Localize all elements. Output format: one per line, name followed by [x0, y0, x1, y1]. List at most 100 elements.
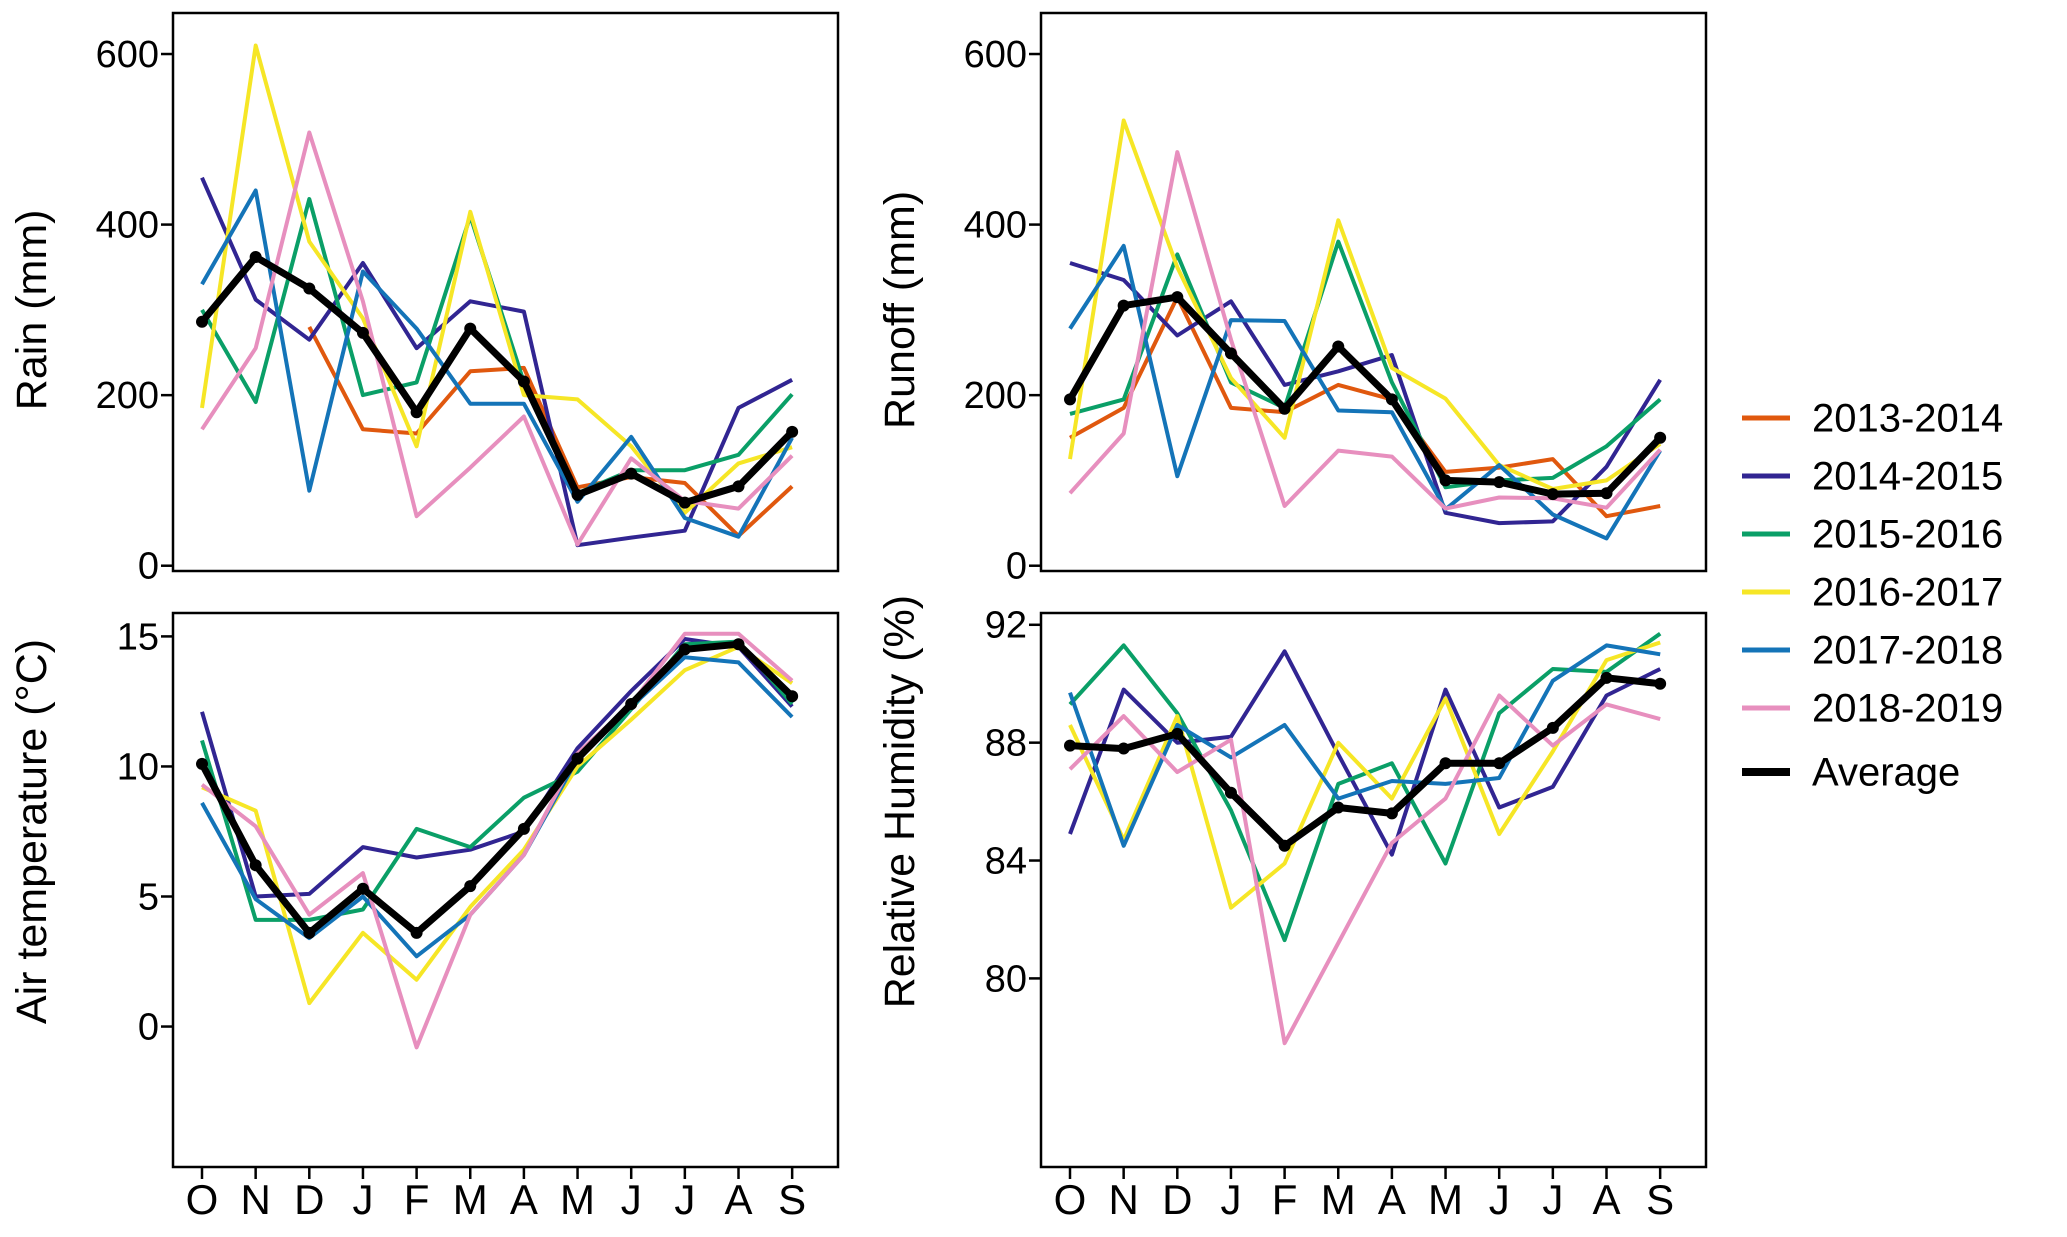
air-temperature-average-marker — [786, 690, 799, 703]
runoff-ylabel: Runoff (mm) — [876, 191, 924, 429]
relative-humidity-xtick-label-6: A — [1378, 1176, 1406, 1223]
air-temperature-average-marker — [678, 643, 691, 656]
rain-average-marker — [464, 322, 477, 335]
runoff-panel-border — [1039, 11, 1708, 573]
air-temperature-xtick-label-10: A — [724, 1176, 752, 1223]
rain-average-marker — [678, 496, 691, 509]
air-temperature-ytick-label-0: 0 — [138, 1006, 159, 1048]
runoff-ytick-label-600: 600 — [964, 34, 1027, 76]
rain-average-marker — [249, 250, 262, 263]
rain-average-marker — [625, 467, 638, 480]
air-temperature-ytick-label-5: 5 — [138, 876, 159, 918]
air-temperature-average-marker — [410, 926, 423, 939]
rain-ylabel: Rain (mm) — [8, 210, 56, 411]
relative-humidity-xtick-label-2: D — [1162, 1176, 1192, 1223]
air-temperature-average-marker — [517, 822, 530, 835]
relative-humidity-average-marker — [1493, 757, 1506, 770]
relative-humidity-average-marker — [1439, 757, 1452, 770]
air-temperature-xtick-label-1: N — [240, 1176, 270, 1223]
legend-label-2016-2017: 2016-2017 — [1812, 571, 2003, 615]
runoff-average-marker — [1493, 476, 1506, 489]
runoff-average-marker — [1332, 340, 1345, 353]
runoff-series-average — [1066, 293, 1663, 498]
runoff-average-marker — [1385, 393, 1398, 406]
air-temperature-xtick-label-9: J — [674, 1176, 695, 1223]
air-temperature-average-marker — [303, 926, 316, 939]
air-temperature-average-marker — [196, 757, 208, 770]
rain-average-marker — [517, 375, 530, 388]
relative-humidity-ylabel: Relative Humidity (%) — [876, 595, 924, 1008]
air-temperature-xtick-label-2: D — [294, 1176, 324, 1223]
relative-humidity-xtick-label-5: M — [1321, 1176, 1356, 1223]
runoff-average-marker — [1224, 347, 1237, 360]
legend-label-2017-2018: 2017-2018 — [1812, 629, 2003, 673]
rain-series-average — [199, 253, 795, 507]
relative-humidity-ytick-label-88: 88 — [985, 723, 1027, 765]
relative-humidity-series-average — [1069, 674, 1661, 850]
relative-humidity-series-2015-2016 — [1068, 631, 1662, 943]
relative-humidity-average-marker — [1654, 677, 1667, 690]
legend-label-average: Average — [1812, 751, 1960, 795]
air-temperature-ylabel: Air temperature (°C) — [8, 639, 56, 1024]
air-temperature-xtick-label-4: F — [404, 1176, 430, 1223]
runoff-ytick-label-0: 0 — [1006, 546, 1027, 588]
air-temperature-average-marker — [356, 882, 369, 895]
relative-humidity-average-marker — [1064, 739, 1076, 752]
relative-humidity-average-marker — [1117, 742, 1130, 755]
rain-panel-border — [171, 11, 840, 573]
relative-humidity-average-marker — [1278, 839, 1291, 852]
legend-label-2013-2014: 2013-2014 — [1812, 397, 2003, 441]
air-temperature-xtick-label-7: M — [560, 1176, 595, 1223]
rain-ytick-label-200: 200 — [96, 375, 159, 417]
relative-humidity-xtick-label-9: J — [1542, 1176, 1563, 1223]
runoff-average-marker — [1064, 393, 1076, 406]
rain-ytick-label-400: 400 — [96, 205, 159, 247]
relative-humidity-panel-border — [1039, 611, 1708, 1169]
air-temperature-ytick-label-15: 15 — [117, 616, 159, 658]
relative-humidity-average-marker — [1600, 671, 1613, 684]
relative-humidity-average-marker — [1546, 721, 1559, 734]
air-temperature-series-average — [198, 640, 795, 937]
air-temperature-average-marker — [732, 638, 745, 651]
legend-label-2014-2015: 2014-2015 — [1812, 455, 2003, 499]
relative-humidity-xtick-label-10: A — [1592, 1176, 1620, 1223]
air-temperature-series-2014-2015 — [200, 637, 794, 899]
runoff-series-2013-2014 — [1069, 295, 1661, 519]
air-temperature-series-2016-2017 — [201, 644, 794, 1006]
runoff-series-2014-2015 — [1069, 261, 1662, 526]
air-temperature-series-2018-2019 — [200, 631, 794, 1050]
rain-ytick-label-0: 0 — [138, 546, 159, 588]
runoff-series-2015-2016 — [1069, 239, 1662, 490]
relative-humidity-xtick-label-7: M — [1428, 1176, 1463, 1223]
runoff-ytick-label-400: 400 — [964, 205, 1027, 247]
runoff-series-2018-2019 — [1068, 150, 1662, 511]
runoff-average-marker — [1654, 431, 1667, 444]
runoff-average-marker — [1171, 291, 1184, 304]
relative-humidity-ytick-label-92: 92 — [985, 605, 1027, 647]
relative-humidity-xtick-label-0: O — [1054, 1176, 1087, 1223]
rain-ytick-label-600: 600 — [96, 34, 159, 76]
relative-humidity-average-marker — [1385, 807, 1398, 820]
air-temperature-average-marker — [571, 752, 584, 765]
runoff-average-marker — [1600, 487, 1613, 500]
relative-humidity-xtick-label-8: J — [1489, 1176, 1510, 1223]
relative-humidity-average-marker — [1332, 801, 1345, 814]
air-temperature-xtick-label-5: M — [453, 1176, 488, 1223]
air-temperature-xtick-label-3: J — [352, 1176, 373, 1223]
rain-average-marker — [571, 488, 584, 501]
legend-label-2015-2016: 2015-2016 — [1812, 513, 2003, 557]
air-temperature-panel-border — [171, 611, 840, 1169]
relative-humidity-xtick-label-11: S — [1646, 1176, 1674, 1223]
relative-humidity-ytick-label-80: 80 — [985, 958, 1027, 1000]
rain-average-marker — [410, 406, 423, 419]
rain-average-marker — [786, 425, 799, 438]
relative-humidity-series-2018-2019 — [1068, 693, 1661, 1046]
rain-average-marker — [303, 282, 316, 295]
relative-humidity-xtick-label-3: J — [1220, 1176, 1241, 1223]
air-temperature-ytick-label-10: 10 — [117, 746, 159, 788]
rain-series-2016-2017 — [200, 43, 793, 515]
relative-humidity-average-marker — [1224, 786, 1237, 799]
relative-humidity-ytick-label-84: 84 — [985, 840, 1027, 882]
runoff-average-marker — [1278, 402, 1291, 415]
